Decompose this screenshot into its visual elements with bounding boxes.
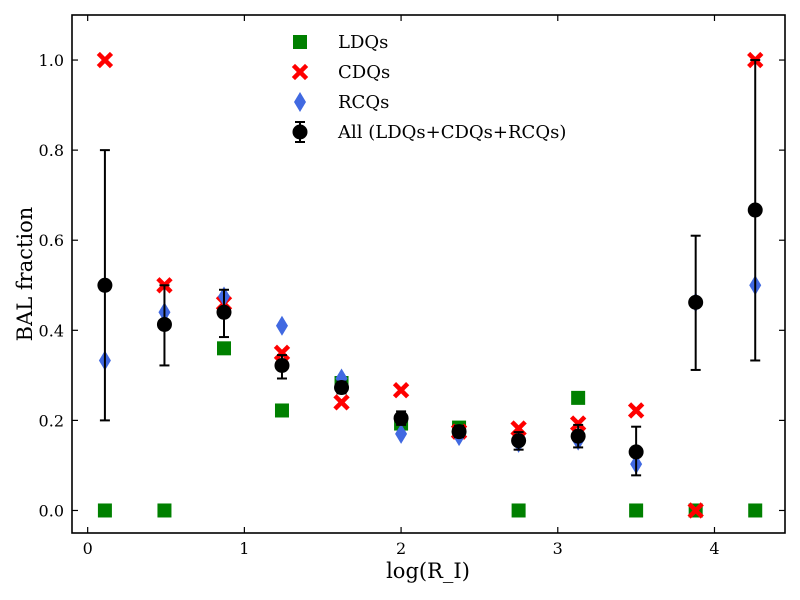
- x-marker-stroke: [687, 502, 704, 519]
- x-marker: [273, 344, 291, 362]
- x-tick-label: 4: [709, 539, 719, 558]
- x-marker-stroke: [627, 402, 645, 419]
- circle-marker: [628, 444, 644, 460]
- x-marker: [291, 63, 309, 81]
- legend-label: All (LDQs+CDQs+RCQs): [337, 122, 566, 143]
- legend-item: CDQs: [291, 62, 390, 83]
- axis-ticks: [72, 15, 785, 533]
- plot-frame: [71, 14, 786, 534]
- series-all-ldqs-cdqs-rcqs: [97, 59, 763, 477]
- square-marker: [629, 503, 644, 518]
- square-marker: [571, 390, 586, 405]
- square-marker: [293, 35, 307, 49]
- y-tick-label: 0.2: [39, 411, 64, 430]
- x-marker: [687, 502, 704, 519]
- circle-marker: [451, 424, 467, 440]
- square-marker: [217, 341, 232, 356]
- x-marker-stroke: [569, 415, 587, 432]
- circle-marker: [688, 294, 704, 310]
- x-marker: [569, 415, 587, 432]
- legend-item: All (LDQs+CDQs+RCQs): [292, 121, 566, 143]
- axis-tick-labels: 0 1 2 3 4 0.0 0.2 0.4 0.6 0.8 1.0: [39, 51, 720, 558]
- square-marker: [748, 503, 763, 518]
- y-tick-label: 0.8: [39, 141, 64, 160]
- circle-marker: [334, 380, 350, 396]
- circle-marker: [216, 304, 232, 320]
- x-tick-label: 1: [239, 539, 249, 558]
- legend-label: CDQs: [338, 62, 390, 83]
- data-series: [96, 51, 764, 519]
- y-tick-label: 0.6: [39, 231, 64, 250]
- diamond-marker: [275, 315, 288, 336]
- x-axis-label: log(R_I): [386, 559, 470, 583]
- y-tick-label: 1.0: [39, 51, 64, 70]
- square-marker: [274, 403, 289, 418]
- square-marker: [511, 503, 526, 518]
- x-marker-stroke: [392, 382, 410, 399]
- y-axis-label: BAL fraction: [13, 207, 37, 342]
- x-marker: [392, 382, 410, 399]
- legend-label: RCQs: [338, 92, 389, 113]
- x-tick-label: 3: [553, 539, 563, 558]
- x-marker: [627, 402, 645, 419]
- legend-item: RCQs: [294, 92, 389, 113]
- x-marker-stroke: [273, 344, 291, 362]
- circle-marker: [274, 357, 290, 373]
- square-marker: [97, 503, 112, 518]
- circle-marker: [292, 124, 308, 140]
- x-marker-stroke: [291, 63, 309, 81]
- legend: LDQs CDQs RCQs All (LDQs+CDQs+RCQs): [291, 32, 566, 143]
- circle-marker: [570, 428, 586, 444]
- legend-label: LDQs: [338, 32, 388, 53]
- square-marker: [157, 503, 172, 518]
- diamond-marker: [395, 423, 408, 444]
- diamond-marker: [294, 92, 306, 112]
- series-ldqs: [97, 341, 763, 518]
- x-marker-stroke: [333, 394, 350, 411]
- x-tick-label: 2: [396, 539, 406, 558]
- series-rcqs: [98, 275, 762, 475]
- circle-marker: [747, 202, 763, 218]
- circle-marker: [97, 277, 113, 293]
- circle-marker: [511, 433, 527, 449]
- x-marker: [333, 394, 350, 411]
- y-tick-label: 0.4: [39, 321, 64, 340]
- x-marker: [96, 51, 114, 69]
- x-marker-stroke: [96, 51, 114, 69]
- circle-marker: [156, 316, 172, 332]
- x-tick-label: 0: [83, 539, 93, 558]
- legend-item: LDQs: [293, 32, 388, 53]
- y-tick-label: 0.0: [39, 501, 64, 520]
- circle-marker: [393, 410, 409, 426]
